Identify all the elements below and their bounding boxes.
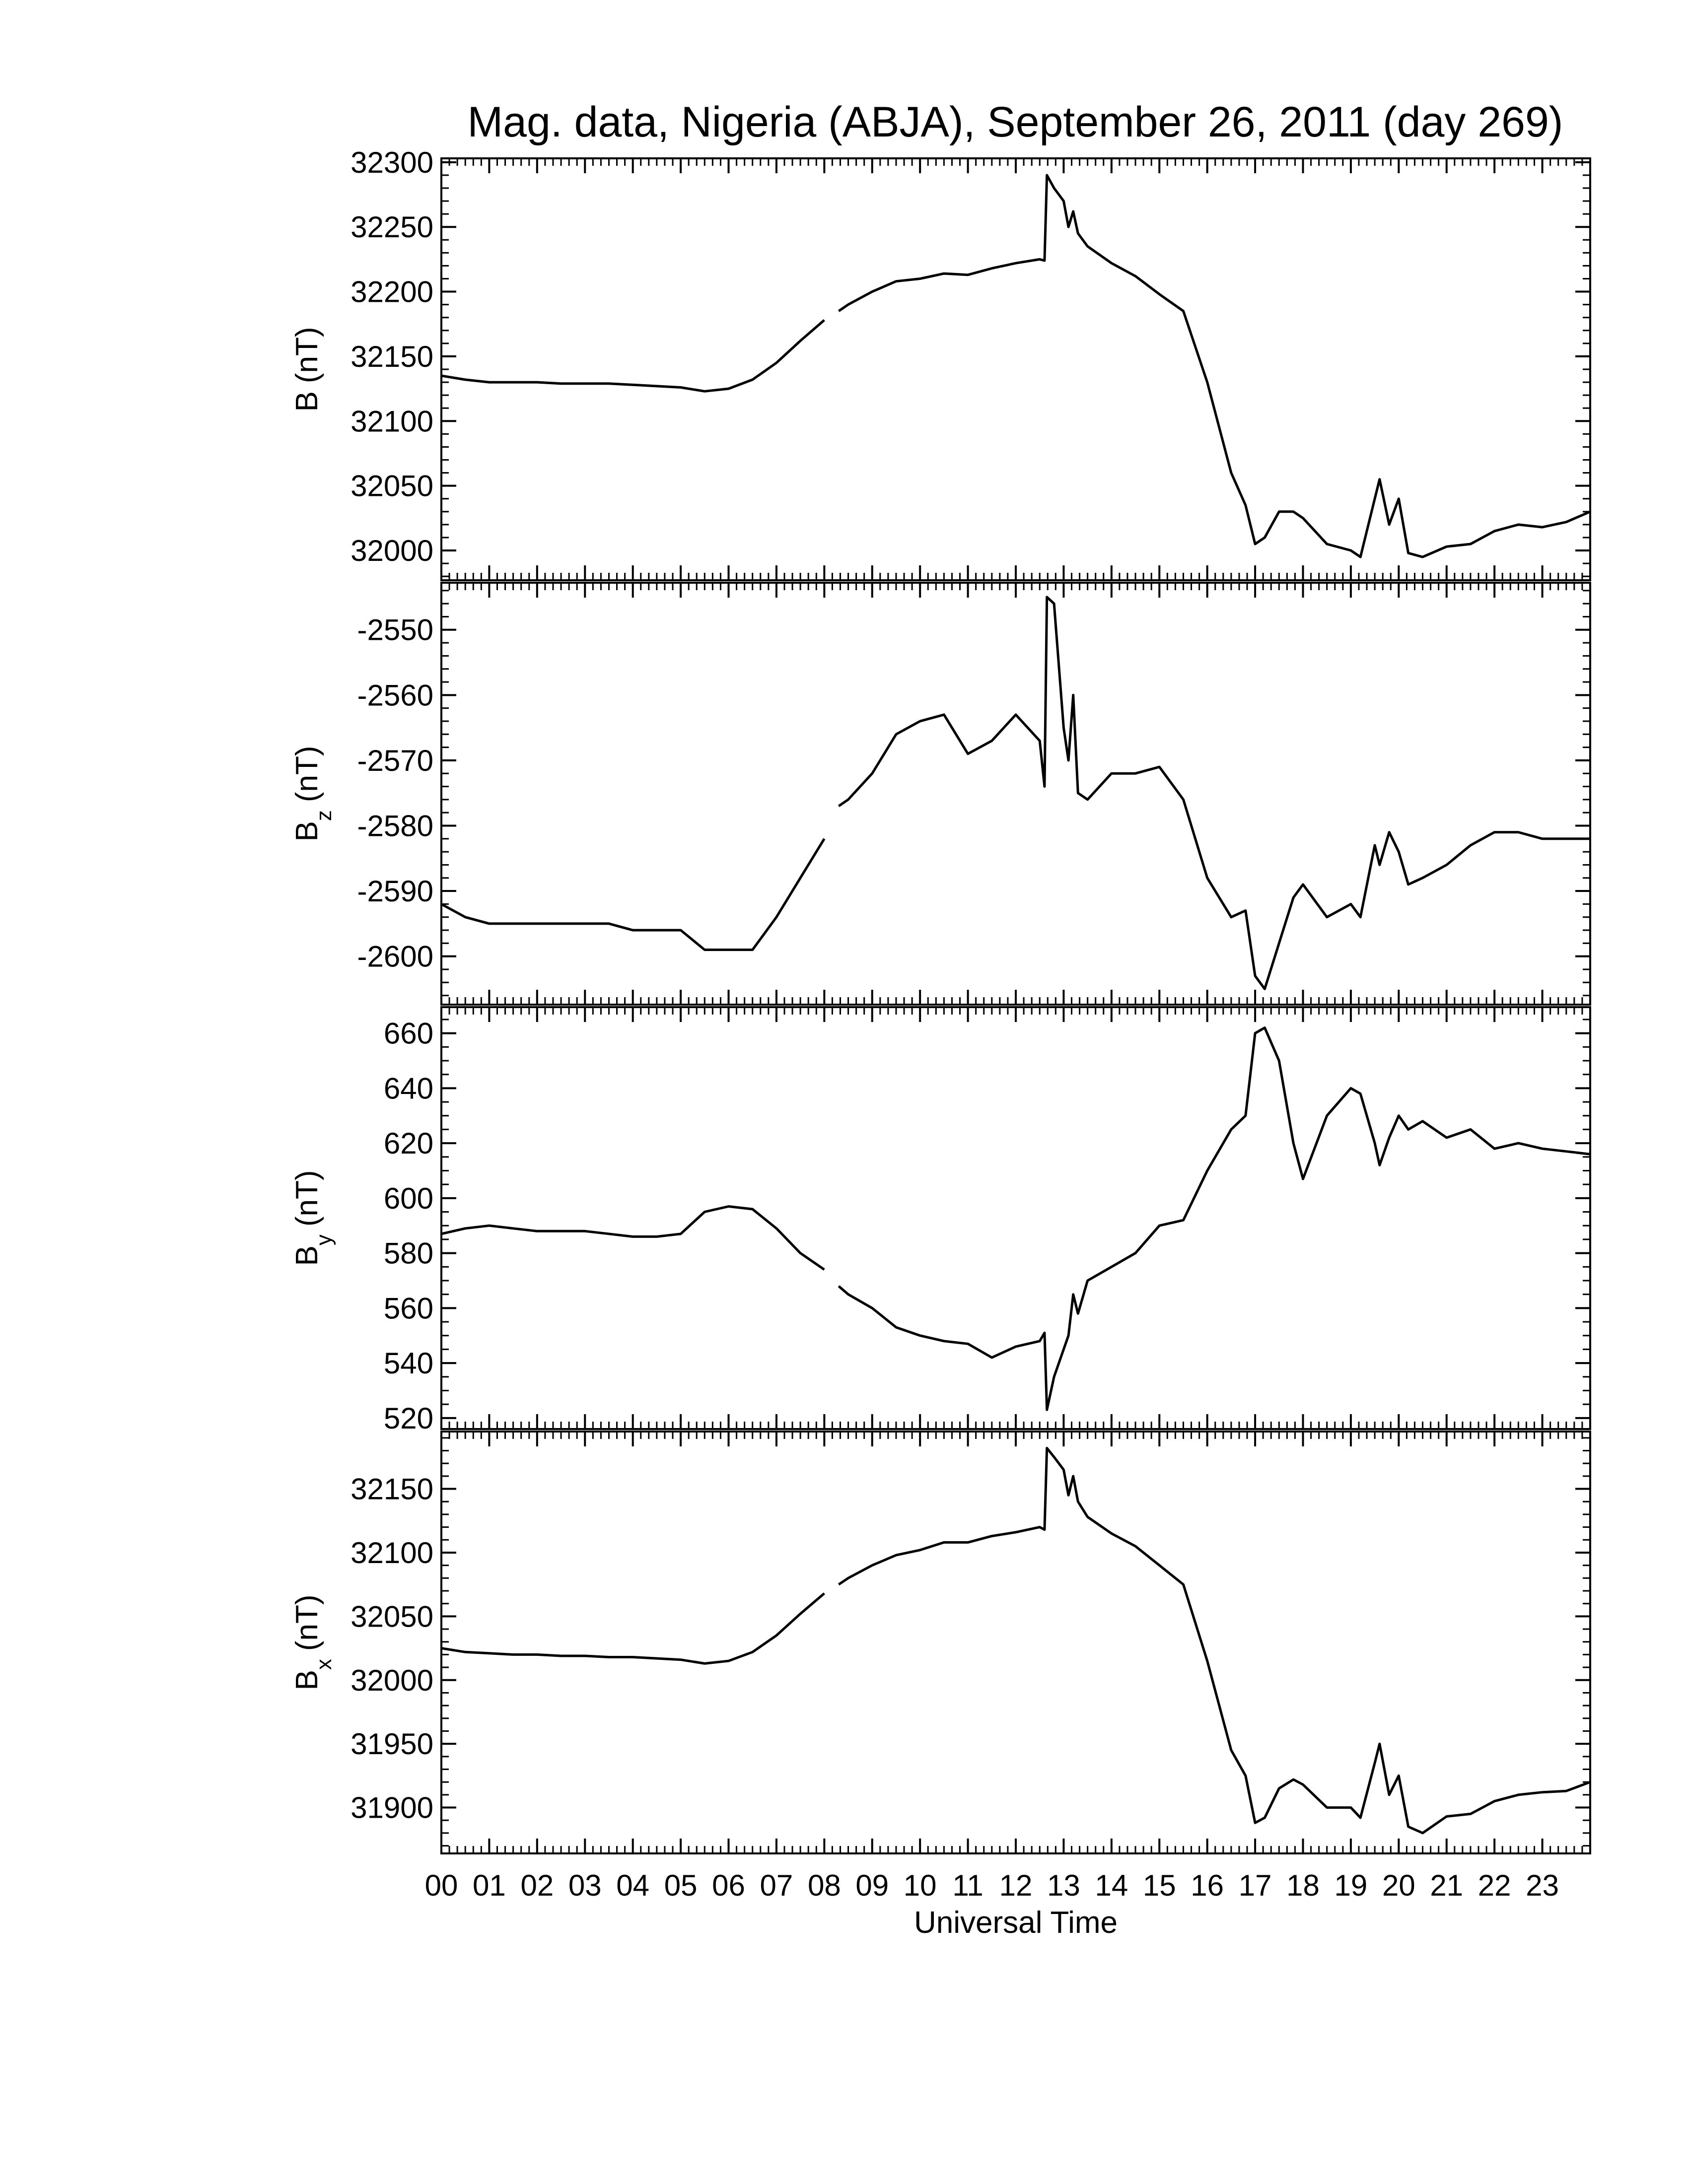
y-tick-label: 31950 [351,1727,433,1761]
y-label-symbol: B [290,391,324,411]
y-label-subscript: z [312,810,336,821]
y-label-symbol: B [290,1670,324,1690]
x-tick-label: 10 [904,1869,937,1902]
y-label-symbol: B [290,1245,324,1266]
data-line [441,174,1591,558]
y-tick-label: 600 [384,1182,433,1215]
y-tick-label: -2590 [357,875,433,908]
y-tick-label: 580 [384,1237,433,1270]
y-tick-label: 31900 [351,1791,433,1825]
y-axis-label: By (nT) [290,1170,336,1266]
y-tick-label: 32250 [351,210,433,244]
x-tick-label: 20 [1382,1869,1415,1902]
x-tick-label: 17 [1239,1869,1272,1902]
plot-frame [440,1431,1591,1854]
y-tick-label: 520 [384,1402,433,1435]
x-tick-label: 04 [616,1869,649,1902]
y-tick-label: 32100 [351,405,433,438]
data-line [441,1026,1591,1411]
x-tick-label: 05 [664,1869,698,1902]
y-label-symbol: B [290,821,324,841]
y-tick-label: 660 [384,1017,433,1050]
data-line [440,596,1590,990]
y-tick-label: 32050 [351,1600,433,1633]
y-tick-label: 32150 [351,340,433,373]
x-tick-label: 13 [1047,1869,1080,1902]
y-label-unit: (nT) [290,1170,324,1227]
y-tick-label: 32100 [351,1536,433,1570]
y-tick-label: -2570 [357,744,433,777]
x-tick-label: 01 [473,1869,506,1902]
y-tick-label: 32000 [351,534,433,567]
y-tick-label: 32000 [351,1664,433,1697]
plot-frame [440,582,1591,1006]
x-tick-label: 07 [760,1869,793,1902]
x-tick-label: 11 [952,1869,983,1902]
y-tick-label: 560 [384,1292,433,1325]
y-label-subscript: x [312,1659,336,1670]
plot-frame [440,157,1591,581]
x-tick-label: 09 [855,1869,889,1902]
data-line [441,1446,1591,1835]
y-tick-label: 32150 [351,1473,433,1506]
x-tick-label: 12 [999,1869,1033,1902]
x-tick-label: 14 [1095,1869,1128,1902]
y-tick-label: 32200 [351,275,433,309]
plot-frame [440,1006,1591,1430]
y-axis-label: Bz (nT) [290,746,336,841]
y-label-unit: (nT) [290,1594,324,1651]
x-tick-label: 00 [425,1869,458,1902]
x-tick-label: 08 [808,1869,841,1902]
x-tick-label: 03 [568,1869,602,1902]
y-label-subscript: y [312,1234,336,1245]
y-tick-label: -2560 [357,679,433,712]
y-tick-label: 640 [384,1072,433,1105]
y-label-unit: (nT) [290,327,324,383]
x-tick-label: 15 [1143,1869,1176,1902]
x-tick-label: 22 [1478,1869,1511,1902]
x-tick-label: 23 [1526,1869,1559,1902]
y-axis-label: Bx (nT) [290,1594,336,1690]
x-axis-label: Universal Time [914,1906,1118,1940]
y-tick-label: 620 [384,1127,433,1160]
y-tick-label: 32050 [351,470,433,503]
chart-title: Mag. data, Nigeria (ABJA), September 26,… [468,98,1563,146]
y-tick-label: 32300 [351,146,433,179]
x-tick-label: 16 [1191,1869,1224,1902]
x-tick-label: 18 [1286,1869,1320,1902]
y-tick-label: -2550 [357,614,433,647]
x-tick-label: 02 [520,1869,554,1902]
x-tick-label: 21 [1430,1869,1463,1902]
x-tick-label: 06 [712,1869,745,1902]
y-tick-label: -2580 [357,809,433,842]
x-tick-label: 19 [1335,1869,1368,1902]
y-tick-label: 540 [384,1347,433,1380]
y-axis-label: B (nT) [290,327,324,411]
y-label-unit: (nT) [290,746,324,802]
y-tick-label: -2600 [357,940,433,973]
